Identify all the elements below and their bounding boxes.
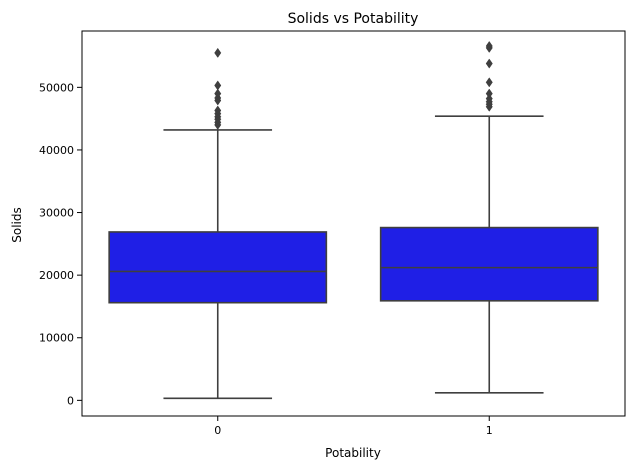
iqr-box: [108, 231, 328, 304]
x-tick-label: 0: [214, 424, 221, 437]
outlier-point: [214, 105, 222, 116]
y-tick-label: 30000: [39, 207, 74, 220]
box-group-0: [108, 47, 328, 400]
plot-area: [108, 40, 599, 400]
box-group-1: [379, 40, 599, 394]
y-tick-label: 10000: [39, 332, 74, 345]
y-axis-label: Solids: [10, 207, 24, 243]
outlier-point: [214, 80, 222, 91]
outlier-point: [485, 40, 493, 52]
iqr-box: [379, 226, 599, 302]
outlier-point: [214, 47, 222, 58]
x-axis-label: Potability: [325, 446, 381, 460]
y-tick-label: 50000: [39, 81, 74, 94]
y-tick-label: 20000: [39, 269, 74, 282]
outlier-point: [214, 88, 222, 99]
x-tick-label: 1: [486, 424, 493, 437]
chart-title: Solids vs Potability: [288, 11, 419, 27]
y-tick-label: 40000: [39, 144, 74, 157]
y-tick-label: 0: [67, 394, 74, 407]
plot-frame: [81, 30, 626, 417]
outlier-point: [485, 77, 493, 88]
outlier-point: [485, 88, 493, 99]
outlier-point: [485, 58, 493, 69]
